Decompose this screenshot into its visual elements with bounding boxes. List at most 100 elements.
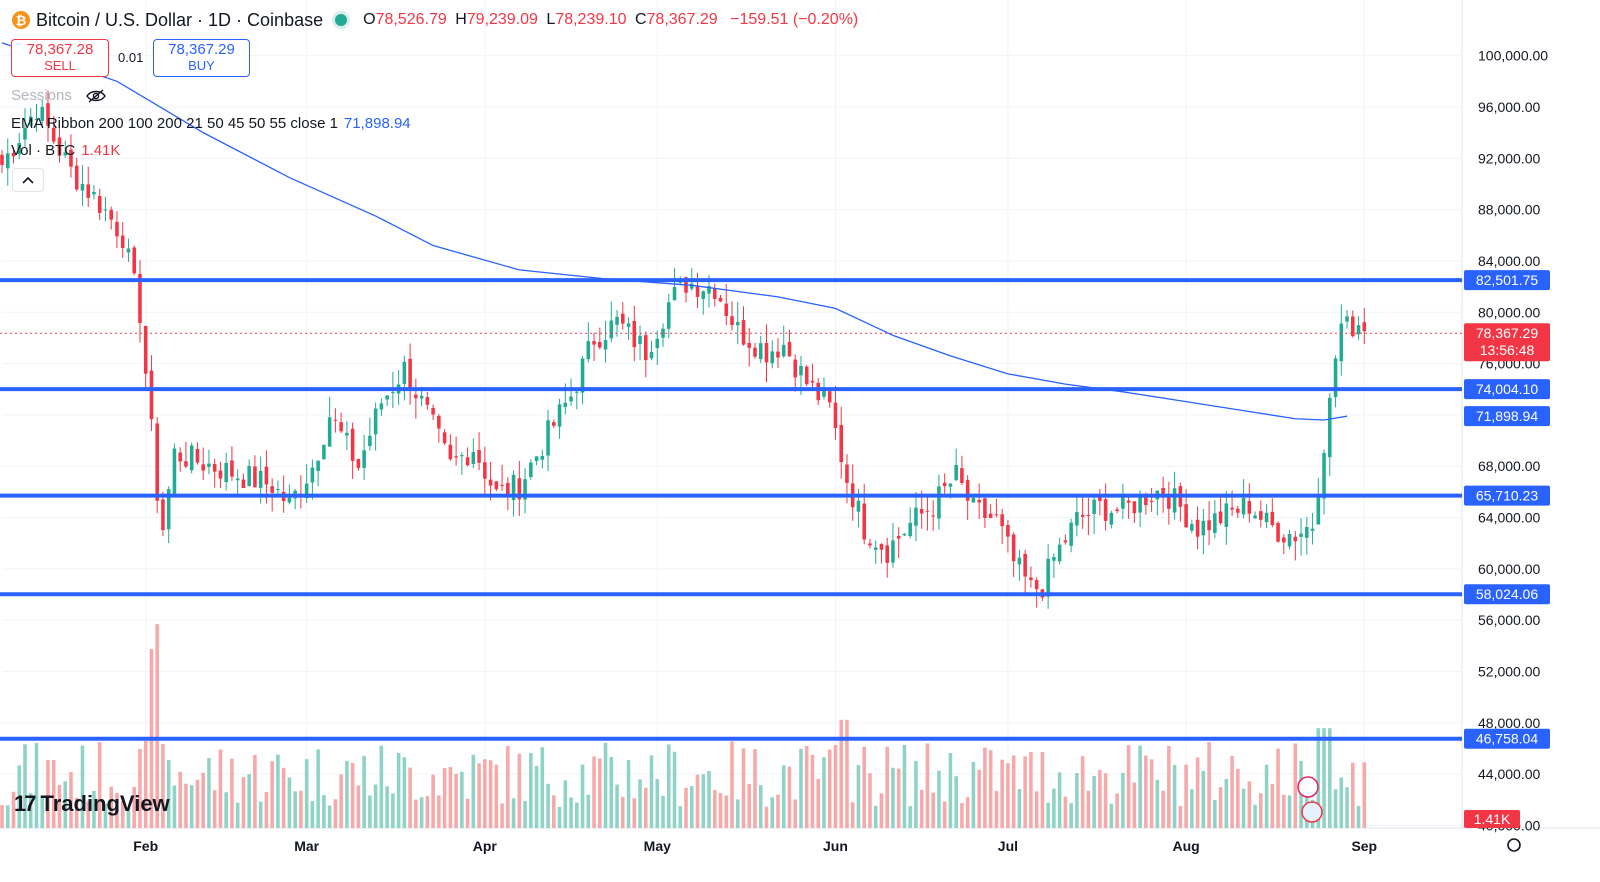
collapse-legend-button[interactable]	[12, 168, 44, 192]
ema-price-label: 71,898.94	[1476, 408, 1538, 424]
x-tick-label: Aug	[1172, 838, 1199, 854]
candle-body	[965, 480, 970, 501]
volume-bar	[563, 780, 568, 828]
candle-body	[258, 470, 263, 488]
volume-legend[interactable]: Vol · BTC 1.41K	[11, 142, 120, 159]
candle-body	[270, 486, 274, 493]
candle-body	[115, 221, 119, 237]
ema-ribbon-line	[1, 42, 1348, 421]
volume-bar	[1230, 756, 1234, 828]
volume-bar	[540, 747, 545, 828]
volume-bar	[448, 767, 453, 828]
candle-body	[74, 165, 79, 190]
buy-price: 78,367.29	[168, 41, 235, 58]
candle-body	[63, 152, 68, 156]
candle-body	[776, 351, 780, 358]
volume-bar	[557, 806, 562, 828]
candle-body	[437, 415, 441, 429]
volume-bar	[1149, 759, 1154, 828]
candle-body	[1259, 511, 1263, 520]
volume-bar	[276, 754, 280, 828]
candle-body	[500, 484, 504, 486]
volume-bar	[63, 781, 68, 828]
candle-body	[40, 106, 45, 121]
candle-body	[17, 143, 22, 155]
volume-bar	[184, 783, 188, 828]
symbol-title[interactable]: Bitcoin / U.S. Dollar · 1D · Coinbase	[36, 9, 324, 30]
candle-body	[1098, 495, 1102, 501]
settings-gear-icon[interactable]	[1507, 838, 1521, 852]
x-tick-label: Jul	[998, 838, 1018, 854]
volume-bar	[40, 796, 45, 828]
candle-body	[862, 503, 866, 540]
candle-body	[1195, 519, 1200, 537]
volume-bar	[1138, 745, 1142, 828]
buy-button[interactable]: 78,367.29 BUY	[153, 39, 250, 77]
candle-body	[1000, 514, 1004, 527]
volume-bar	[5, 805, 10, 828]
candle-body	[1167, 494, 1171, 509]
volume-bar	[264, 791, 269, 828]
candle-body	[1241, 497, 1246, 515]
volume-bar	[1316, 728, 1321, 828]
eye-hidden-icon[interactable]	[86, 89, 106, 103]
candle-body	[1069, 522, 1073, 546]
volume-bar	[661, 795, 665, 828]
y-tick-label: 100,000.00	[1478, 48, 1548, 64]
volume-bar	[718, 793, 723, 828]
volume-bar	[1034, 791, 1039, 828]
volume-bar	[161, 744, 165, 828]
volume-bar	[517, 753, 522, 828]
volume-bar	[258, 801, 263, 828]
y-tick-label: 64,000.00	[1478, 510, 1540, 526]
candle-body	[1201, 520, 1206, 536]
bitcoin-icon: ₿	[12, 11, 30, 29]
candle-body	[1075, 512, 1079, 526]
candle-body	[34, 118, 39, 120]
market-status-icon[interactable]	[335, 14, 348, 26]
candle-body	[247, 466, 251, 487]
volume-bar	[839, 719, 843, 828]
candle-body	[1138, 494, 1142, 513]
sessions-legend[interactable]: Sessions	[11, 87, 106, 104]
candle-body	[1023, 553, 1027, 577]
candle-body	[632, 320, 637, 348]
ema-ribbon-legend[interactable]: EMA Ribbon 200 100 200 21 50 45 50 55 cl…	[11, 115, 411, 132]
candle-body	[672, 287, 677, 301]
low-label: L	[546, 11, 556, 28]
candle-body	[350, 428, 355, 461]
candle-body	[97, 195, 102, 213]
tradingview-logo[interactable]: 17 TradingView	[14, 791, 170, 817]
candle-body	[322, 444, 326, 460]
volume-bar	[1259, 793, 1263, 828]
volume-bar	[862, 746, 866, 828]
last-price-tag	[1464, 323, 1550, 362]
candle-body	[0, 154, 4, 165]
volume-bar	[339, 774, 343, 828]
volume-bar	[442, 767, 447, 828]
candle-body	[609, 320, 614, 339]
candle-body	[1086, 514, 1091, 516]
volume-bar	[1121, 772, 1125, 828]
candle-body	[942, 482, 947, 487]
candle-body	[1126, 500, 1131, 503]
candle-body	[120, 235, 125, 248]
candle-body	[1345, 316, 1349, 322]
volume-bar	[109, 786, 113, 828]
sell-button[interactable]: 78,367.28 SELL	[11, 39, 109, 77]
ema-price-tag	[1464, 406, 1550, 427]
symbol-header[interactable]: ₿ Bitcoin / U.S. Dollar · 1D · Coinbase …	[12, 8, 858, 32]
volume-bar	[931, 792, 935, 828]
candle-body	[655, 338, 660, 349]
volume-bar	[965, 797, 970, 828]
volume-bar	[1178, 806, 1183, 828]
candle-body	[149, 370, 154, 420]
volume-bar	[241, 777, 246, 828]
volume-bar	[316, 749, 320, 828]
volume-bar	[850, 802, 855, 828]
candle-body	[460, 455, 464, 457]
volume-bar	[69, 772, 73, 828]
volume-bar	[758, 785, 763, 828]
